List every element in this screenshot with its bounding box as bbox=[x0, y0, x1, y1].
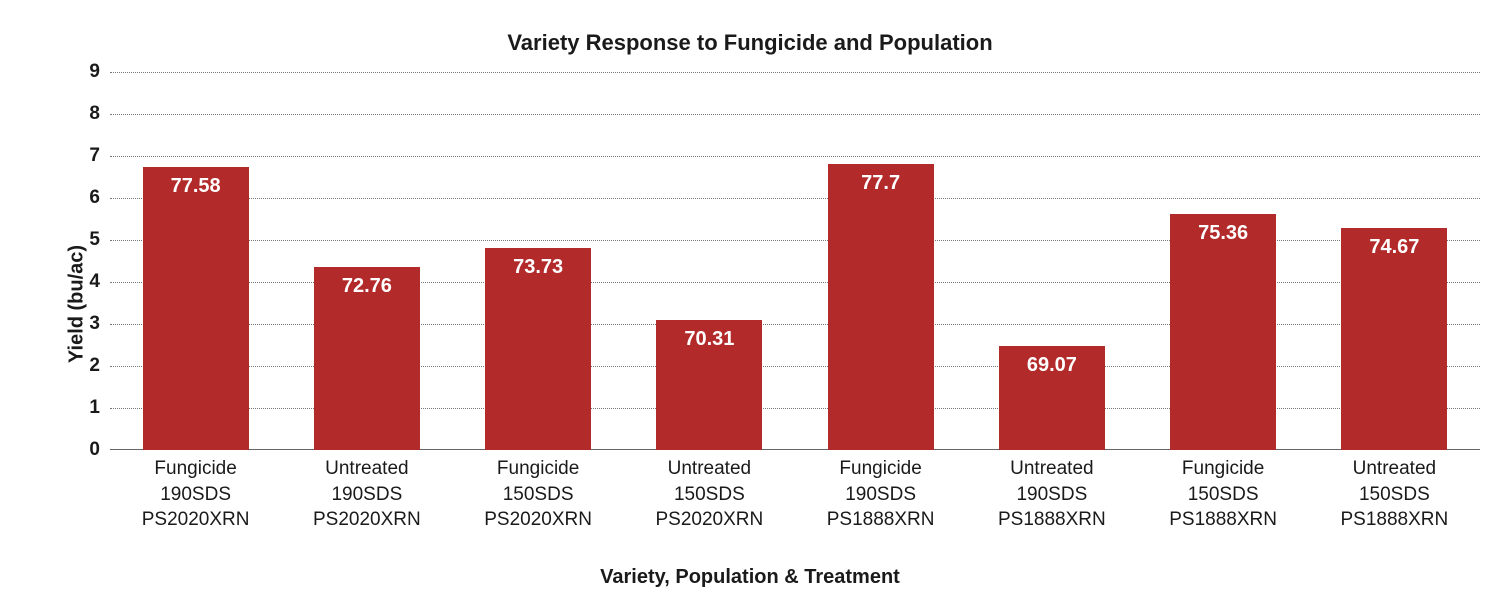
x-tick-line3: PS1888XRN bbox=[1309, 507, 1480, 533]
x-tick-label: Untreated190SDSPS1888XRN bbox=[966, 456, 1137, 533]
bar-slot: 70.31 bbox=[624, 72, 795, 450]
y-tick-label: 5 bbox=[70, 229, 100, 251]
bar-value-label: 74.67 bbox=[1369, 236, 1419, 259]
x-tick-line1: Untreated bbox=[281, 456, 452, 482]
y-axis-label: Yield (bu/ac) bbox=[66, 244, 89, 362]
bar-value-label: 72.76 bbox=[342, 275, 392, 298]
chart-title: Variety Response to Fungicide and Popula… bbox=[0, 30, 1500, 56]
x-tick-line3: PS2020XRN bbox=[453, 507, 624, 533]
bar: 70.31 bbox=[656, 320, 762, 450]
bar: 77.7 bbox=[828, 164, 934, 450]
x-tick-line2: 150SDS bbox=[1138, 482, 1309, 508]
x-tick-label: Fungicide150SDSPS1888XRN bbox=[1138, 456, 1309, 533]
y-tick-label: 9 bbox=[70, 61, 100, 83]
bar-slot: 77.7 bbox=[795, 72, 966, 450]
x-axis-label: Variety, Population & Treatment bbox=[0, 566, 1500, 589]
x-tick-label: Untreated150SDSPS1888XRN bbox=[1309, 456, 1480, 533]
x-tick-line1: Fungicide bbox=[795, 456, 966, 482]
bar: 73.73 bbox=[485, 248, 591, 450]
bar-value-label: 73.73 bbox=[513, 256, 563, 279]
bar-value-label: 77.7 bbox=[861, 172, 900, 195]
x-tick-line3: PS2020XRN bbox=[281, 507, 452, 533]
x-tick-line2: 150SDS bbox=[1309, 482, 1480, 508]
x-tick-line1: Untreated bbox=[1309, 456, 1480, 482]
bar: 77.58 bbox=[143, 167, 249, 451]
x-tick-line1: Untreated bbox=[624, 456, 795, 482]
x-tick-line1: Fungicide bbox=[1138, 456, 1309, 482]
y-tick-label: 4 bbox=[70, 271, 100, 293]
x-tick-line3: PS1888XRN bbox=[966, 507, 1137, 533]
x-tick-line2: 190SDS bbox=[966, 482, 1137, 508]
x-tick-label: Fungicide190SDSPS2020XRN bbox=[110, 456, 281, 533]
bar: 74.67 bbox=[1341, 228, 1447, 450]
bar: 75.36 bbox=[1170, 214, 1276, 450]
y-tick-label: 7 bbox=[70, 145, 100, 167]
bar-value-label: 70.31 bbox=[684, 328, 734, 351]
x-tick-label: Untreated190SDSPS2020XRN bbox=[281, 456, 452, 533]
x-tick-label: Untreated150SDSPS2020XRN bbox=[624, 456, 795, 533]
x-tick-line2: 150SDS bbox=[624, 482, 795, 508]
y-tick-label: 6 bbox=[70, 187, 100, 209]
bar-value-label: 75.36 bbox=[1198, 222, 1248, 245]
bar-slot: 72.76 bbox=[281, 72, 452, 450]
bar-slot: 77.58 bbox=[110, 72, 281, 450]
x-tick-label: Fungicide190SDSPS1888XRN bbox=[795, 456, 966, 533]
y-tick-label: 1 bbox=[70, 397, 100, 419]
bar-slot: 75.36 bbox=[1138, 72, 1309, 450]
x-tick-line2: 190SDS bbox=[110, 482, 281, 508]
bar-value-label: 69.07 bbox=[1027, 354, 1077, 377]
y-tick-label: 2 bbox=[70, 355, 100, 377]
bar-chart: Variety Response to Fungicide and Popula… bbox=[0, 0, 1500, 607]
x-tick-line2: 150SDS bbox=[453, 482, 624, 508]
bar: 69.07 bbox=[999, 346, 1105, 450]
x-tick-line3: PS2020XRN bbox=[624, 507, 795, 533]
x-tick-line2: 190SDS bbox=[795, 482, 966, 508]
x-tick-line3: PS1888XRN bbox=[795, 507, 966, 533]
x-tick-label: Fungicide150SDSPS2020XRN bbox=[453, 456, 624, 533]
bar-slot: 69.07 bbox=[966, 72, 1137, 450]
plot-area: 012345678977.5872.7673.7370.3177.769.077… bbox=[110, 72, 1480, 450]
x-tick-line3: PS1888XRN bbox=[1138, 507, 1309, 533]
bar-slot: 73.73 bbox=[453, 72, 624, 450]
bar-slot: 74.67 bbox=[1309, 72, 1480, 450]
bar-value-label: 77.58 bbox=[171, 175, 221, 198]
y-tick-label: 3 bbox=[70, 313, 100, 335]
y-tick-label: 8 bbox=[70, 103, 100, 125]
x-tick-line3: PS2020XRN bbox=[110, 507, 281, 533]
x-tick-line1: Untreated bbox=[966, 456, 1137, 482]
y-tick-label: 0 bbox=[70, 439, 100, 461]
x-tick-line1: Fungicide bbox=[110, 456, 281, 482]
x-tick-line2: 190SDS bbox=[281, 482, 452, 508]
x-tick-line1: Fungicide bbox=[453, 456, 624, 482]
bar: 72.76 bbox=[314, 267, 420, 450]
